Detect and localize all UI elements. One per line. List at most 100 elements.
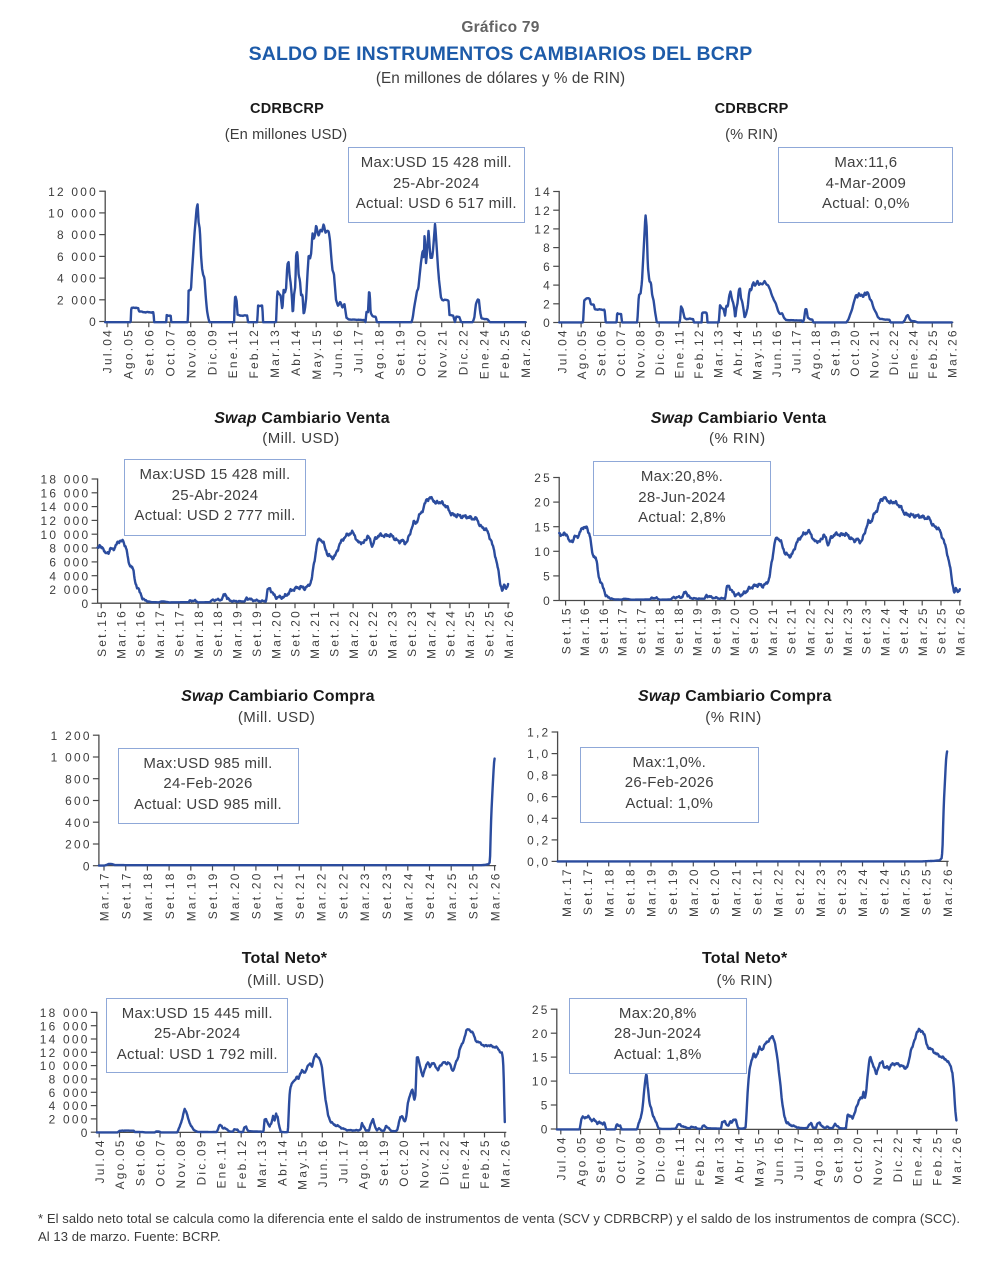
svg-text:Set.15: Set.15 bbox=[95, 609, 109, 657]
svg-text:Ene.11: Ene.11 bbox=[226, 328, 240, 378]
svg-text:Set.21: Set.21 bbox=[751, 867, 765, 915]
svg-text:Ene.24: Ene.24 bbox=[477, 328, 491, 379]
svg-text:Set.23: Set.23 bbox=[835, 867, 849, 915]
svg-text:Dic.22: Dic.22 bbox=[456, 328, 470, 375]
svg-text:Mar.24: Mar.24 bbox=[402, 871, 416, 921]
svg-text:Mar.16: Mar.16 bbox=[578, 606, 592, 656]
svg-text:Nov.08: Nov.08 bbox=[633, 328, 647, 378]
svg-text:Mar.22: Mar.22 bbox=[803, 606, 817, 656]
svg-text:Set.19: Set.19 bbox=[206, 871, 220, 919]
svg-text:Mar.18: Mar.18 bbox=[653, 606, 667, 656]
svg-text:Set.06: Set.06 bbox=[143, 328, 157, 376]
svg-text:Set.25: Set.25 bbox=[920, 867, 934, 915]
svg-text:25: 25 bbox=[532, 1003, 550, 1017]
svg-text:20: 20 bbox=[532, 1027, 550, 1041]
svg-text:Set.24: Set.24 bbox=[897, 606, 911, 654]
svg-text:0: 0 bbox=[83, 859, 92, 873]
svg-text:14 000: 14 000 bbox=[41, 500, 91, 514]
svg-text:12 000: 12 000 bbox=[40, 1046, 90, 1060]
svg-text:Nov.21: Nov.21 bbox=[868, 328, 882, 378]
svg-text:Mar.20: Mar.20 bbox=[687, 867, 701, 917]
svg-text:Oct.20: Oct.20 bbox=[848, 328, 862, 377]
svg-text:Set.25: Set.25 bbox=[467, 871, 481, 919]
svg-text:Ago.18: Ago.18 bbox=[373, 328, 387, 379]
svg-text:Set.20: Set.20 bbox=[250, 871, 264, 919]
svg-text:Mar.25: Mar.25 bbox=[463, 609, 477, 659]
svg-text:25: 25 bbox=[534, 471, 552, 485]
svg-text:Feb.12: Feb.12 bbox=[693, 1135, 707, 1186]
svg-text:May.15: May.15 bbox=[296, 1138, 310, 1190]
svg-text:2 000: 2 000 bbox=[57, 293, 98, 307]
svg-text:Set.19: Set.19 bbox=[666, 867, 680, 915]
svg-text:4 000: 4 000 bbox=[49, 569, 90, 583]
svg-text:Set.21: Set.21 bbox=[293, 871, 307, 919]
svg-text:Mar.18: Mar.18 bbox=[141, 871, 155, 921]
svg-text:Mar.22: Mar.22 bbox=[772, 867, 786, 917]
svg-text:Set.19: Set.19 bbox=[394, 328, 408, 376]
svg-text:Jul.04: Jul.04 bbox=[101, 328, 115, 373]
svg-text:Mar.26: Mar.26 bbox=[519, 328, 533, 378]
svg-text:10 000: 10 000 bbox=[48, 207, 98, 221]
svg-text:Ene.24: Ene.24 bbox=[911, 1135, 925, 1186]
svg-text:Set.06: Set.06 bbox=[594, 1135, 608, 1183]
svg-text:Mar.21: Mar.21 bbox=[729, 867, 743, 917]
svg-text:14 000: 14 000 bbox=[40, 1033, 90, 1047]
svg-text:12: 12 bbox=[534, 223, 552, 237]
svg-text:Mar.20: Mar.20 bbox=[228, 871, 242, 921]
svg-text:12 000: 12 000 bbox=[41, 514, 91, 528]
svg-text:Mar.25: Mar.25 bbox=[445, 871, 459, 921]
svg-text:Ago.18: Ago.18 bbox=[812, 1135, 826, 1186]
svg-text:Ago.05: Ago.05 bbox=[122, 328, 136, 379]
svg-text:20: 20 bbox=[534, 496, 552, 510]
svg-text:Abr.14: Abr.14 bbox=[289, 328, 303, 376]
svg-text:Mar.20: Mar.20 bbox=[728, 606, 742, 656]
svg-text:Mar.20: Mar.20 bbox=[269, 609, 283, 659]
svg-text:Dic.09: Dic.09 bbox=[194, 1138, 208, 1185]
svg-text:Nov.21: Nov.21 bbox=[871, 1135, 885, 1185]
svg-text:Mar.26: Mar.26 bbox=[941, 867, 955, 917]
svg-text:Set.06: Set.06 bbox=[594, 328, 608, 376]
svg-text:Set.16: Set.16 bbox=[597, 606, 611, 654]
svg-text:Jul.17: Jul.17 bbox=[352, 328, 366, 373]
svg-text:Dic.09: Dic.09 bbox=[653, 328, 667, 375]
svg-text:Mar.23: Mar.23 bbox=[386, 609, 400, 659]
svg-text:Mar.24: Mar.24 bbox=[856, 867, 870, 917]
svg-text:Set.19: Set.19 bbox=[377, 1138, 391, 1186]
svg-text:Mar.24: Mar.24 bbox=[424, 609, 438, 659]
svg-text:2: 2 bbox=[543, 297, 552, 311]
svg-text:Mar.21: Mar.21 bbox=[308, 609, 322, 659]
svg-text:Set.24: Set.24 bbox=[444, 609, 458, 657]
svg-text:Mar.23: Mar.23 bbox=[814, 867, 828, 917]
svg-text:1 000: 1 000 bbox=[51, 751, 92, 765]
svg-text:Set.24: Set.24 bbox=[423, 871, 437, 919]
svg-text:6 000: 6 000 bbox=[57, 250, 98, 264]
svg-text:Oct.20: Oct.20 bbox=[397, 1138, 411, 1187]
svg-text:0: 0 bbox=[82, 597, 91, 611]
svg-text:Set.18: Set.18 bbox=[624, 867, 638, 915]
svg-text:Set.19: Set.19 bbox=[831, 1135, 845, 1183]
svg-text:Set.22: Set.22 bbox=[366, 609, 380, 657]
svg-text:16 000: 16 000 bbox=[41, 486, 91, 500]
svg-text:2 000: 2 000 bbox=[49, 1113, 90, 1127]
svg-text:Jul.04: Jul.04 bbox=[93, 1138, 107, 1183]
svg-text:May.15: May.15 bbox=[310, 328, 324, 380]
svg-text:Feb.25: Feb.25 bbox=[478, 1138, 492, 1189]
svg-text:0: 0 bbox=[89, 315, 98, 329]
svg-text:Feb.25: Feb.25 bbox=[498, 328, 512, 379]
svg-text:Set.21: Set.21 bbox=[785, 606, 799, 654]
svg-text:0,8: 0,8 bbox=[527, 769, 550, 783]
svg-text:Mar.19: Mar.19 bbox=[231, 609, 245, 659]
svg-text:Set.23: Set.23 bbox=[380, 871, 394, 919]
svg-text:15: 15 bbox=[532, 1051, 550, 1065]
svg-text:Set.17: Set.17 bbox=[634, 606, 648, 654]
svg-text:10 000: 10 000 bbox=[40, 1059, 90, 1073]
svg-text:Set.25: Set.25 bbox=[935, 606, 949, 654]
svg-text:Set.23: Set.23 bbox=[860, 606, 874, 654]
svg-text:0,2: 0,2 bbox=[527, 834, 550, 848]
svg-text:Ene.11: Ene.11 bbox=[672, 328, 686, 378]
svg-text:800: 800 bbox=[65, 772, 92, 786]
svg-text:400: 400 bbox=[65, 816, 92, 830]
svg-text:Set.25: Set.25 bbox=[482, 609, 496, 657]
svg-text:Ago.18: Ago.18 bbox=[357, 1138, 371, 1189]
svg-text:Abr.14: Abr.14 bbox=[275, 1138, 289, 1186]
